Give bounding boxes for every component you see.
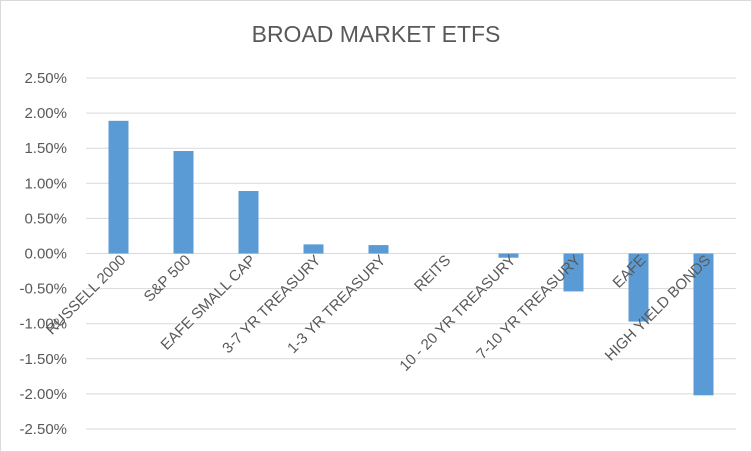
y-tick-label: 1.50% xyxy=(24,140,67,157)
category-label: 10 - 20 YR TREASURY xyxy=(396,252,519,375)
y-tick-label: -2.00% xyxy=(19,386,67,403)
category-label: S&P 500 xyxy=(141,252,195,306)
bar xyxy=(173,151,194,254)
gridlines xyxy=(86,77,736,430)
bar xyxy=(303,244,324,254)
y-tick-label: 2.00% xyxy=(24,105,67,122)
bar xyxy=(498,253,519,258)
bar xyxy=(368,245,389,254)
y-tick-label: 1.00% xyxy=(24,175,67,192)
bar xyxy=(238,191,259,254)
bar xyxy=(108,120,129,254)
y-tick-label: -0.50% xyxy=(19,281,67,298)
y-tick-label: -2.50% xyxy=(19,421,67,438)
y-axis-ticks: 2.50% 2.00% 1.50% 1.00% 0.50% 0.00% -0.50% -1.0… xyxy=(19,70,67,438)
chart-title: BROAD MARKET ETFS xyxy=(251,21,501,47)
bars xyxy=(108,120,714,396)
bar xyxy=(563,253,584,292)
bar xyxy=(693,253,714,396)
y-tick-label: 2.50% xyxy=(24,70,67,87)
y-tick-label: 0.50% xyxy=(24,210,67,227)
y-tick-label: 0.00% xyxy=(24,246,67,263)
bar xyxy=(628,253,649,322)
y-tick-label: -1.00% xyxy=(19,316,67,333)
y-tick-label: -1.50% xyxy=(19,351,67,368)
